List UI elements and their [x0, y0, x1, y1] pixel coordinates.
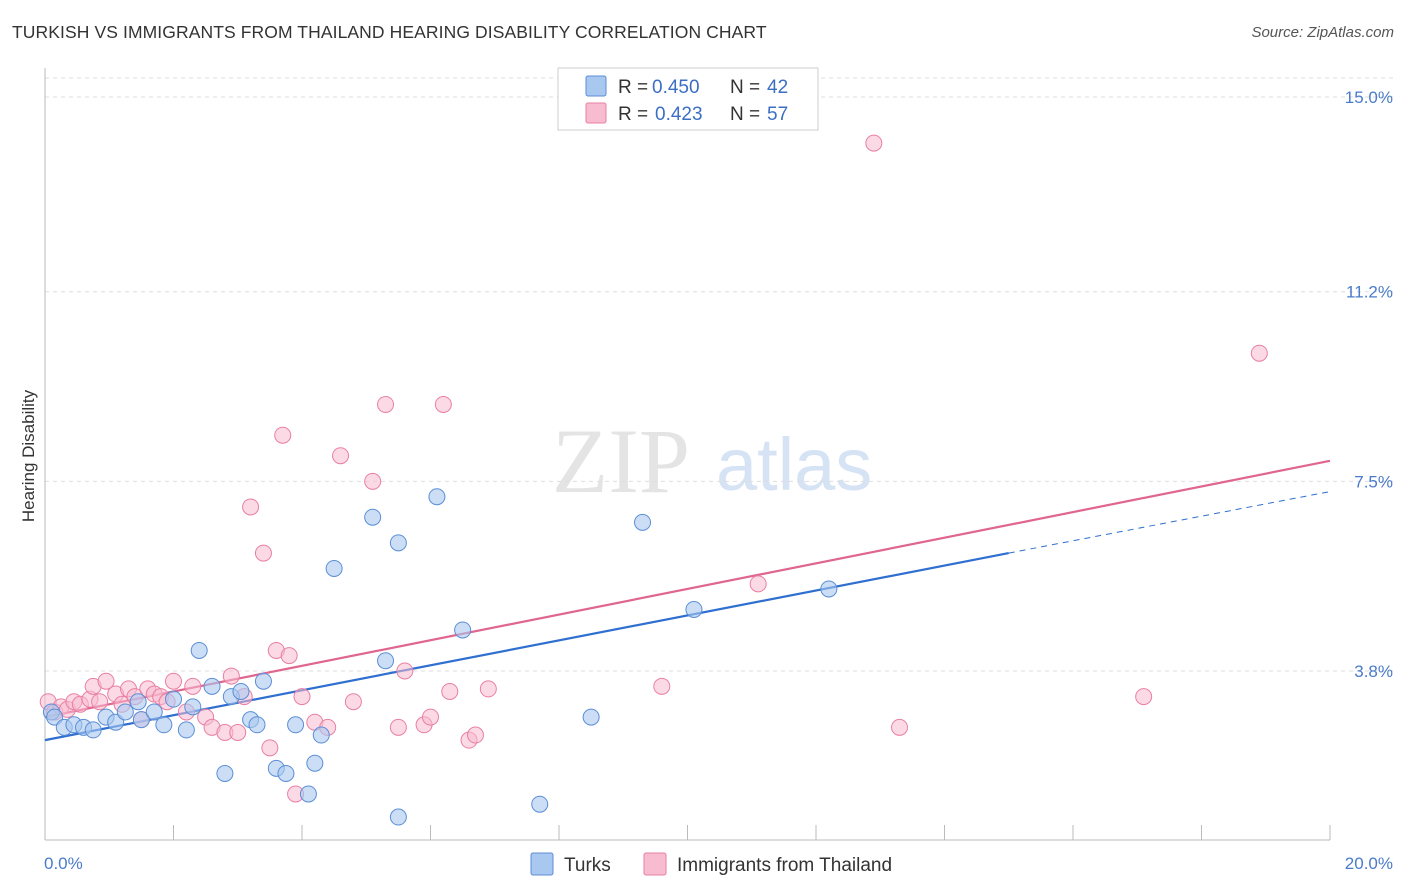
- y-tick-label: 15.0%: [1345, 88, 1393, 107]
- turks-point: [232, 682, 250, 700]
- x-tick-label: 0.0%: [44, 854, 83, 873]
- thai-point: [229, 723, 247, 741]
- stats-legend: R = 0.450 N = 42 R = 0.423 N = 57: [557, 67, 819, 131]
- thai-point: [389, 718, 407, 736]
- turks-point: [248, 716, 266, 734]
- thai-point: [396, 662, 414, 680]
- thai-point: [1250, 344, 1268, 362]
- turks-r-label: R =: [618, 77, 648, 98]
- turks-n-value: 42: [767, 77, 788, 98]
- turks-point: [155, 716, 173, 734]
- turks-point: [216, 764, 234, 782]
- turks-point: [177, 721, 195, 739]
- thai-point: [479, 680, 497, 698]
- turks-point: [277, 764, 295, 782]
- turks-point: [190, 641, 208, 659]
- thai-point: [91, 693, 109, 711]
- turks-r-value: 0.450: [652, 77, 700, 98]
- turks-point: [84, 721, 102, 739]
- watermark-zip: ZIP: [552, 410, 690, 512]
- thai-point: [261, 739, 279, 757]
- thai-point: [749, 575, 767, 593]
- thai-series-swatch: [643, 852, 667, 876]
- thai-point: [222, 667, 240, 685]
- thai-point: [441, 682, 459, 700]
- turks-point: [299, 785, 317, 803]
- y-tick-label: 3.8%: [1354, 662, 1393, 681]
- turks-point: [531, 795, 549, 813]
- thai-n-value: 57: [767, 104, 788, 125]
- thai-point: [280, 647, 298, 665]
- turks-point: [325, 559, 343, 577]
- turks-trend-extension: [1008, 491, 1331, 554]
- turks-point: [184, 698, 202, 716]
- thai-n-label: N =: [730, 104, 760, 125]
- x-tick-label: 20.0%: [1345, 854, 1393, 873]
- turks-point: [364, 508, 382, 526]
- turks-point: [389, 534, 407, 552]
- turks-point: [287, 716, 305, 734]
- turks-point: [165, 690, 182, 708]
- thai-point: [865, 134, 883, 152]
- thai-point: [293, 688, 311, 706]
- chart-title: TURKISH VS IMMIGRANTS FROM THAILAND HEAR…: [12, 22, 767, 42]
- thai-series-label: Immigrants from Thailand: [677, 855, 892, 876]
- turks-point: [254, 672, 272, 690]
- y-tick-labels: 3.8% 7.5% 11.2% 15.0%: [1345, 88, 1393, 681]
- source-label: Source: ZipAtlas.com: [1251, 24, 1394, 41]
- turks-point: [129, 693, 147, 711]
- turks-point: [428, 488, 446, 506]
- turks-n-label: N =: [730, 77, 760, 98]
- y-tick-label: 11.2%: [1346, 283, 1393, 302]
- turks-point: [685, 600, 703, 618]
- y-axis-label: Hearing Disability: [19, 389, 38, 522]
- watermark-atlas: atlas: [716, 423, 872, 506]
- thai-point: [332, 447, 350, 465]
- thai-point: [165, 672, 182, 690]
- turks-points: [42, 488, 838, 826]
- thai-legend-swatch: [585, 102, 607, 124]
- turks-point: [454, 621, 472, 639]
- turks-legend-swatch: [585, 75, 607, 97]
- thai-point: [466, 726, 484, 744]
- thai-point: [653, 677, 671, 695]
- turks-point: [312, 726, 330, 744]
- thai-point: [274, 426, 292, 444]
- thai-point: [254, 544, 272, 562]
- turks-point: [389, 808, 407, 826]
- turks-point: [306, 754, 324, 772]
- y-tick-label: 7.5%: [1354, 472, 1393, 491]
- turks-series-swatch: [530, 852, 554, 876]
- axes: [44, 68, 1331, 841]
- turks-point: [145, 703, 163, 721]
- thai-point: [364, 472, 382, 490]
- thai-point: [891, 718, 909, 736]
- thai-point: [242, 498, 260, 516]
- thai-r-value: 0.423: [655, 104, 703, 125]
- thai-point: [184, 677, 202, 695]
- turks-point: [582, 708, 600, 726]
- turks-point: [132, 711, 150, 729]
- thai-point: [422, 708, 439, 726]
- x-tick-labels: 0.0% 20.0%: [44, 854, 1393, 873]
- series-legend: Turks Immigrants from Thailand: [530, 852, 892, 876]
- thai-point: [1135, 688, 1153, 706]
- turks-series-label: Turks: [564, 855, 611, 876]
- turks-point: [820, 580, 838, 598]
- thai-r-label: R =: [618, 104, 648, 125]
- thai-point: [97, 672, 115, 690]
- turks-point: [377, 652, 395, 670]
- thai-point: [377, 395, 395, 413]
- turks-point: [203, 677, 221, 695]
- turks-point: [116, 703, 134, 721]
- thai-point: [344, 693, 362, 711]
- thai-point: [434, 395, 452, 413]
- turks-point: [634, 513, 652, 531]
